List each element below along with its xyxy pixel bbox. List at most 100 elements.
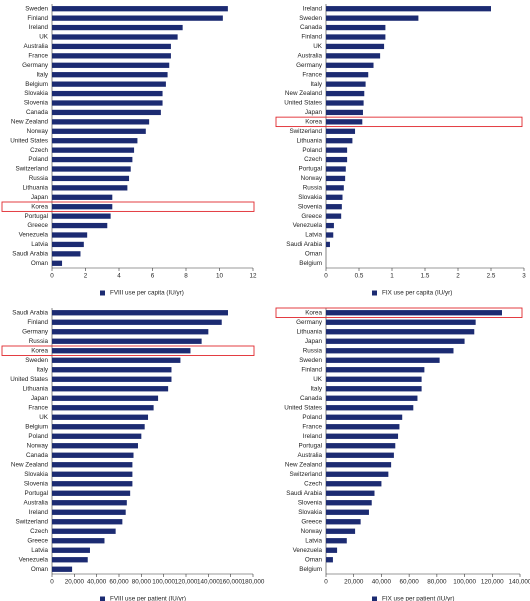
y-tick-label: Greece [301,518,322,525]
bar [326,6,491,12]
x-tick-label: 40,000 [87,579,107,586]
bar [52,528,116,534]
bar [52,232,88,238]
y-tick-label: Slovakia [298,194,322,201]
y-tick-label: Italy [310,385,322,392]
y-tick-label: Oman [31,260,49,267]
y-tick-label: Switzerland [15,166,48,173]
y-tick-label: Poland [28,156,48,163]
bar [52,251,81,257]
bar [52,481,133,487]
bar [52,547,90,553]
bar [52,43,171,50]
bar [52,357,181,363]
x-tick-label: 0.5 [355,273,364,280]
bar [326,329,475,335]
bar [52,319,222,325]
legend-label: FVIII use per capita (IU/yr) [110,290,184,297]
bar [326,338,465,344]
y-tick-label: Germany [22,328,49,335]
y-tick-label: Russia [29,338,49,345]
legend-swatch [100,290,105,296]
y-tick-label: Australia [298,452,323,459]
y-tick-label: United States [284,404,322,411]
bar [326,405,414,411]
bar [52,62,170,68]
bar [326,100,364,106]
bar [326,241,330,248]
x-tick-label: 4 [117,273,121,280]
y-tick-label: Norway [301,528,323,535]
bar [326,72,369,78]
y-tick-label: Norway [27,128,49,135]
y-tick-label: Poland [28,433,48,440]
bar [52,81,166,87]
bar [326,166,346,172]
bar [52,138,138,144]
x-tick-label: 12 [249,273,257,280]
y-tick-label: Czech [304,480,322,487]
y-tick-label: Lithuania [296,328,322,335]
bar [52,90,163,97]
x-tick-label: 1.5 [421,273,430,280]
bar [52,338,202,344]
y-tick-label: UK [313,43,323,50]
bar [52,519,123,525]
x-tick-label: 0 [50,273,54,280]
bar [326,204,342,210]
bar [326,547,338,553]
y-tick-label: Finland [27,15,48,22]
bar [326,433,399,439]
y-tick-label: Belgium [25,81,48,88]
y-tick-label: France [302,71,322,78]
bar [326,185,344,191]
y-tick-label: Belgium [299,260,322,267]
legend-label: FIX use per capita (IU/yr) [382,290,452,297]
bar [326,452,394,458]
bar [52,156,133,163]
bar [326,128,356,134]
x-tick-label: 180,000 [242,579,265,586]
y-tick-label: United States [10,137,48,144]
bar [326,62,374,68]
bar [326,500,372,506]
bar [52,348,191,354]
y-tick-label: Slovakia [24,90,48,97]
bar [326,53,381,59]
y-tick-label: Portugal [25,490,48,497]
y-tick-label: Greece [27,537,48,544]
bar [52,386,169,392]
x-tick-label: 140,000 [509,579,530,586]
y-tick-label: Finland [27,319,48,326]
x-tick-label: 80,000 [427,579,447,586]
bar [326,528,356,534]
bar [52,471,133,477]
y-tick-label: Russia [303,347,323,354]
y-tick-label: UK [39,414,49,421]
y-tick-label: Ireland [303,433,323,440]
y-tick-label: Venezuela [293,547,323,554]
y-tick-label: Norway [301,175,323,182]
y-tick-label: Italy [36,366,48,373]
bar [52,557,88,563]
bar [326,156,348,163]
y-tick-label: Latvia [31,547,48,554]
bar [326,175,346,182]
bar [326,443,396,449]
bar [52,329,209,335]
x-tick-label: 3 [522,273,526,280]
bar [326,424,400,430]
y-tick-label: Switzerland [289,471,322,478]
bar [326,90,365,97]
bar [52,566,73,572]
y-tick-label: Canada [300,395,323,402]
y-tick-label: Sweden [25,357,48,364]
bar [52,53,171,59]
bar [326,462,392,468]
x-tick-label: 0 [324,579,328,586]
y-tick-label: Portugal [25,213,48,220]
y-tick-label: Finland [301,34,322,41]
bar [52,538,105,544]
y-tick-label: Latvia [31,241,48,248]
y-tick-label: Germany [296,62,323,69]
